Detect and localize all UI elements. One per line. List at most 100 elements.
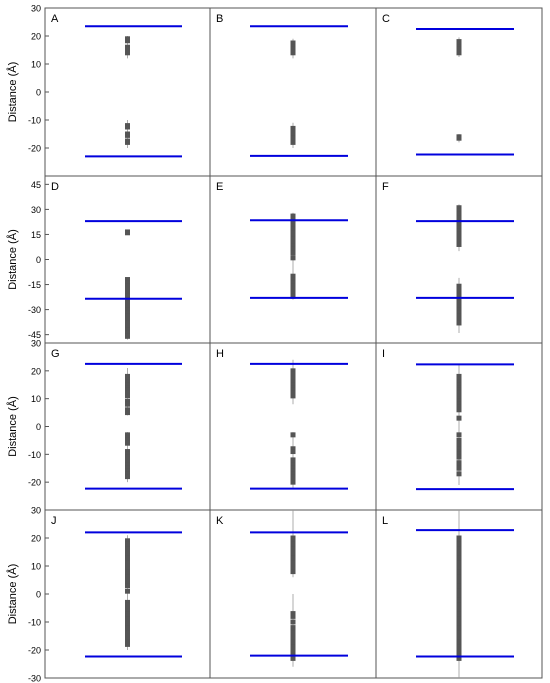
data-point <box>456 390 462 396</box>
data-point <box>290 243 296 249</box>
data-point <box>290 393 296 399</box>
data-point <box>456 630 462 636</box>
data-point <box>456 393 462 399</box>
data-point <box>456 290 462 296</box>
data-point <box>125 323 130 329</box>
data-point <box>290 449 296 455</box>
data-point <box>456 594 462 600</box>
data-point <box>456 440 462 446</box>
data-point <box>456 398 462 404</box>
data-point <box>290 555 296 561</box>
panel-label: B <box>216 13 223 25</box>
data-point <box>456 560 462 566</box>
panel-label: F <box>382 181 389 193</box>
data-point <box>290 460 296 466</box>
data-point <box>456 320 462 326</box>
data-point <box>125 457 130 463</box>
y-tick-label: 0 <box>36 590 41 600</box>
data-point <box>456 231 462 237</box>
data-point <box>456 597 462 603</box>
data-point <box>290 560 296 566</box>
data-point <box>456 235 462 241</box>
data-point <box>125 310 130 316</box>
data-point <box>290 633 296 639</box>
data-point <box>456 541 462 547</box>
data-point <box>125 437 130 443</box>
data-point <box>456 443 462 449</box>
data-point <box>456 636 462 642</box>
y-tick-label: -30 <box>28 305 41 315</box>
panel-l: L <box>375 509 543 679</box>
panel-k: K <box>209 509 377 679</box>
data-point <box>290 457 296 463</box>
data-point <box>290 557 296 563</box>
panel-frame <box>375 7 543 177</box>
data-point <box>290 379 296 385</box>
data-point <box>125 580 130 586</box>
data-point <box>125 605 130 611</box>
data-point <box>456 451 462 457</box>
data-point <box>125 588 130 594</box>
data-point <box>290 226 296 232</box>
data-point <box>456 538 462 544</box>
data-point <box>456 297 462 303</box>
panel-label: E <box>216 181 223 193</box>
data-point <box>456 549 462 555</box>
panel-a: A 30 20 10 0 -10 -20 Distance (Å) <box>6 4 211 177</box>
y-tick-label: 10 <box>31 60 41 70</box>
data-point <box>290 273 296 279</box>
data-point <box>456 546 462 552</box>
data-point <box>125 230 130 236</box>
data-point <box>125 611 130 617</box>
data-point <box>125 451 130 457</box>
data-point <box>456 569 462 575</box>
data-point <box>290 255 296 261</box>
data-point <box>456 376 462 382</box>
data-point <box>456 639 462 645</box>
panel-label: D <box>51 181 59 193</box>
data-point <box>125 546 130 552</box>
data-point <box>456 655 462 661</box>
data-point <box>456 644 462 650</box>
data-point <box>125 622 130 628</box>
data-point <box>456 241 462 247</box>
data-point <box>290 639 296 645</box>
data-point <box>125 390 130 396</box>
data-point <box>456 605 462 611</box>
data-point <box>125 410 130 416</box>
data-point <box>456 602 462 608</box>
data-point <box>125 327 130 333</box>
data-point <box>125 538 130 544</box>
data-point <box>125 440 130 446</box>
y-tick-label: 0 <box>36 88 41 98</box>
y-tick-label: 20 <box>31 534 41 544</box>
y-tick-label: 10 <box>31 562 41 572</box>
panel-i: I <box>375 342 543 511</box>
data-point <box>456 591 462 597</box>
data-point <box>125 379 130 385</box>
data-point <box>456 238 462 244</box>
data-point <box>125 569 130 575</box>
data-point <box>290 250 296 256</box>
y-tick-label: -20 <box>28 478 41 488</box>
data-point <box>290 552 296 558</box>
data-point <box>456 627 462 633</box>
data-point <box>456 613 462 619</box>
data-point <box>290 627 296 633</box>
data-point <box>456 557 462 563</box>
data-point <box>290 566 296 572</box>
data-point <box>456 471 462 477</box>
data-point <box>456 310 462 316</box>
data-point <box>125 385 130 391</box>
data-point <box>125 290 130 296</box>
data-point <box>290 50 296 56</box>
data-point <box>456 616 462 622</box>
data-point <box>125 549 130 555</box>
data-point <box>456 446 462 452</box>
data-point <box>290 371 296 377</box>
data-point <box>125 320 130 326</box>
data-point <box>290 385 296 391</box>
data-point <box>290 471 296 477</box>
y-tick-label: 45 <box>31 180 41 190</box>
y-tick-label: 30 <box>31 4 41 14</box>
